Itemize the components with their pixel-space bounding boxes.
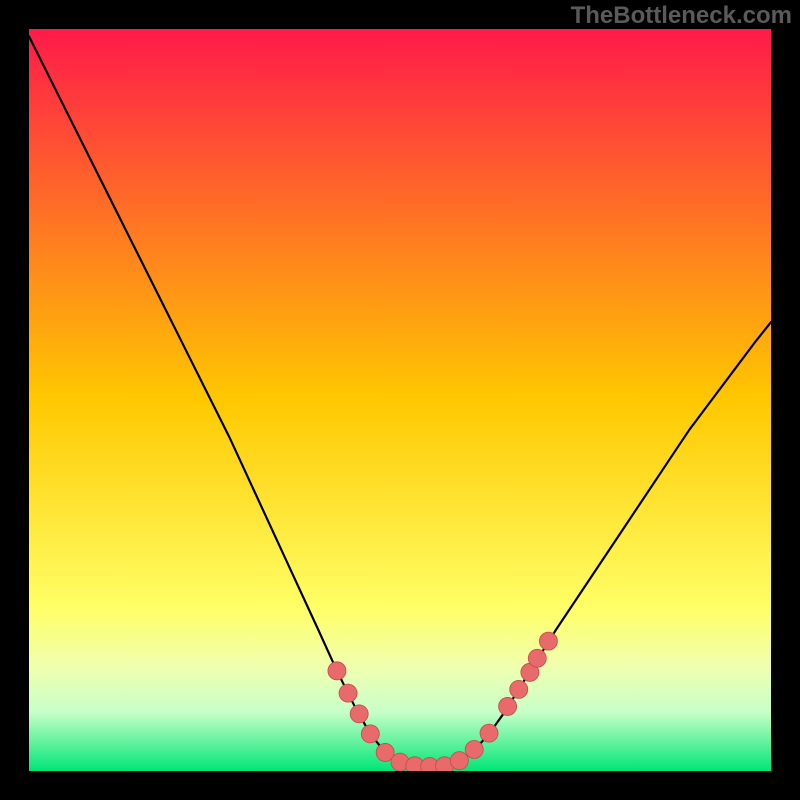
data-marker [528, 649, 546, 667]
data-marker [350, 705, 368, 723]
watermark-text: TheBottleneck.com [571, 2, 792, 30]
data-marker [539, 632, 557, 650]
chart-plot-area [29, 29, 771, 771]
data-marker [361, 725, 379, 743]
data-marker [339, 684, 357, 702]
data-marker [510, 680, 528, 698]
chart-background [29, 29, 771, 771]
data-marker [450, 752, 468, 770]
data-marker [328, 662, 346, 680]
data-marker [499, 697, 517, 715]
chart-svg [29, 29, 771, 771]
data-marker [480, 724, 498, 742]
data-marker [465, 740, 483, 758]
